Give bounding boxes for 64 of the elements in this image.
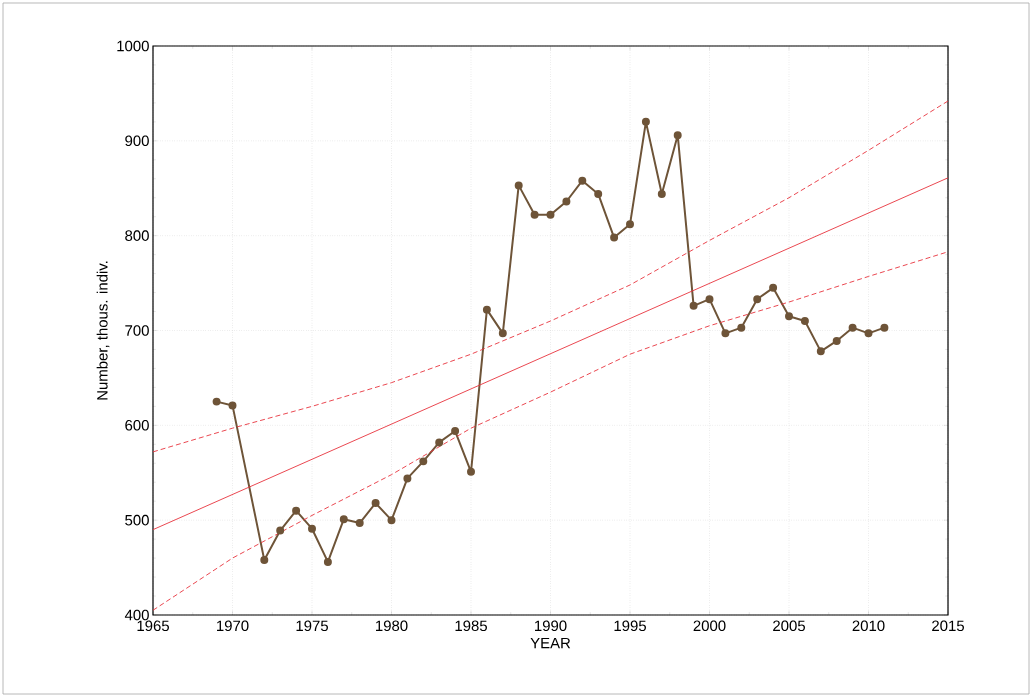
point xyxy=(721,329,730,338)
y-tick-label: 500 xyxy=(125,514,149,526)
x-tick-label: 2000 xyxy=(693,620,726,632)
point xyxy=(498,329,507,338)
point xyxy=(435,438,444,447)
point xyxy=(308,524,316,533)
point xyxy=(610,233,619,242)
point xyxy=(530,210,539,219)
y-tick-label: 700 xyxy=(125,325,149,336)
point xyxy=(769,283,778,292)
x-tick-label: 1965 xyxy=(137,620,169,632)
x-tick-label: 1985 xyxy=(455,620,487,632)
point xyxy=(355,519,364,527)
point xyxy=(467,467,475,476)
x-tick-label: 1975 xyxy=(296,620,328,632)
point xyxy=(323,557,332,566)
point xyxy=(371,499,380,508)
point xyxy=(785,312,793,321)
point xyxy=(864,329,873,338)
x-tick-label: 1980 xyxy=(376,620,408,632)
point xyxy=(737,323,746,332)
point xyxy=(562,197,571,206)
y-tick-label: 1000 xyxy=(117,40,149,52)
x-tick-label: 1995 xyxy=(614,620,646,632)
line-series xyxy=(153,251,949,611)
line-series xyxy=(153,100,949,453)
point xyxy=(880,323,889,332)
point xyxy=(800,317,809,325)
point xyxy=(228,401,237,410)
y-tick-label: 600 xyxy=(125,420,149,431)
point xyxy=(419,457,428,466)
x-axis-title: YEAR xyxy=(530,637,571,649)
point xyxy=(594,189,603,198)
y-axis-title: Number, thous. indiv. xyxy=(96,261,110,400)
point xyxy=(482,305,491,314)
point xyxy=(451,427,460,436)
x-tick-label: 2005 xyxy=(773,620,805,632)
point xyxy=(626,220,634,229)
point xyxy=(514,181,523,190)
point xyxy=(689,301,698,310)
point xyxy=(292,506,301,515)
point xyxy=(212,397,221,406)
x-tick-label: 2015 xyxy=(932,620,964,632)
point xyxy=(848,323,857,332)
point xyxy=(673,131,682,140)
point xyxy=(641,117,650,126)
point xyxy=(832,336,841,345)
x-tick-label: 2010 xyxy=(852,620,885,632)
y-tick-label: 400 xyxy=(124,609,149,621)
point xyxy=(260,556,269,564)
point xyxy=(657,189,666,198)
point xyxy=(816,347,825,356)
point xyxy=(403,474,412,483)
x-tick-label: 1990 xyxy=(535,620,567,632)
point xyxy=(753,295,762,304)
point xyxy=(578,176,587,185)
y-tick-label: 900 xyxy=(125,135,149,147)
y-tick-label: 800 xyxy=(125,230,149,241)
point xyxy=(387,516,396,525)
point xyxy=(339,515,348,524)
point xyxy=(546,210,555,219)
point xyxy=(276,526,285,535)
point xyxy=(705,295,714,304)
x-tick-label: 1970 xyxy=(217,620,249,632)
